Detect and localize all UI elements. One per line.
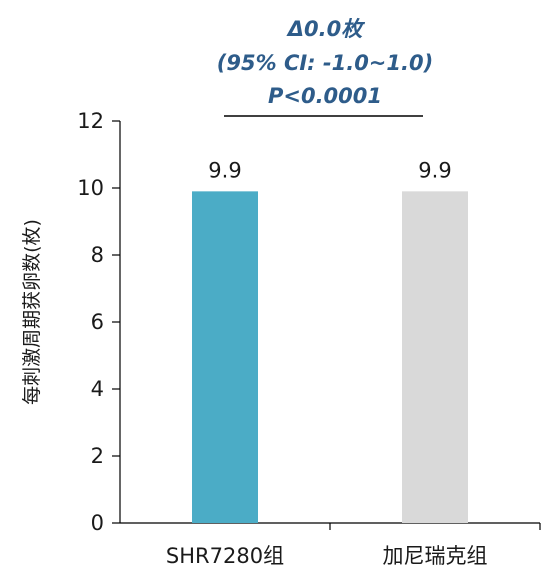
category-label: 加尼瑞克组: [383, 544, 488, 568]
y-tick-label: 0: [91, 511, 104, 535]
bars: [192, 191, 468, 523]
data-label: 9.9: [208, 158, 241, 182]
bar: [192, 191, 258, 523]
axes: 0 2 4 6 8 10 12: [77, 109, 541, 535]
data-label: 9.9: [418, 158, 451, 182]
annotation-ci: (95% CI: -1.0~1.0): [217, 51, 433, 75]
y-tick-label: 6: [91, 310, 104, 334]
y-axis-title: 每刺激周期获卵数(枚): [21, 219, 43, 405]
y-tick-label: 8: [91, 243, 104, 267]
labels: 9.9 SHR7280组 9.9 加尼瑞克组: [166, 158, 488, 568]
y-tick-label: 12: [77, 109, 104, 133]
category-label: SHR7280组: [166, 544, 284, 568]
annotation-p-value: P<0.0001: [268, 84, 382, 108]
y-tick-label: 2: [91, 444, 104, 468]
y-tick-label: 4: [91, 377, 104, 401]
annotation-difference: Δ0.0枚: [286, 17, 365, 41]
y-tick-label: 10: [77, 176, 104, 200]
bar: [402, 191, 468, 523]
